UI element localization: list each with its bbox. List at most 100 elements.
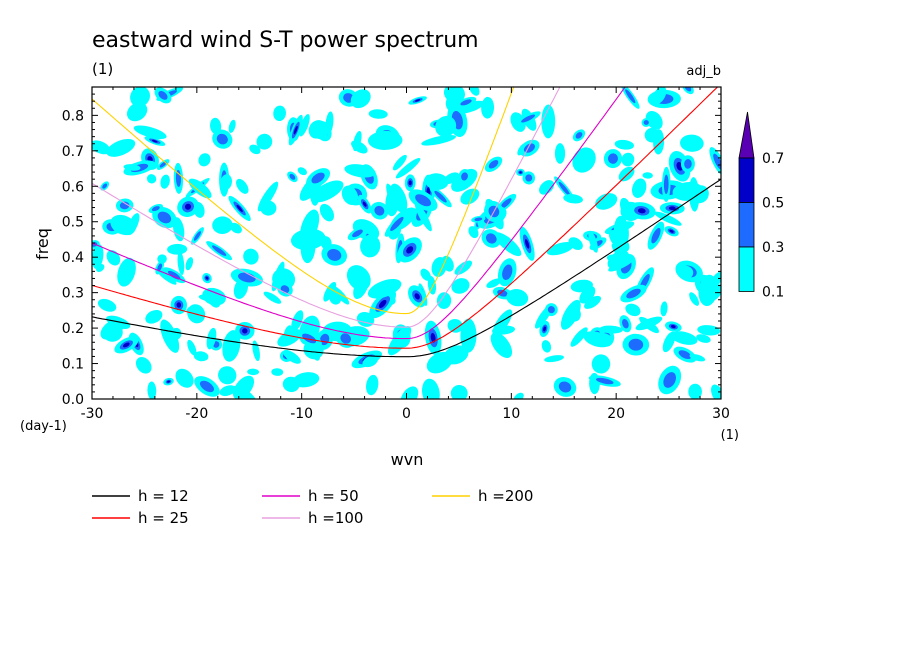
- color-bar: 0.7 0.5 0.3 0.1: [738, 111, 784, 301]
- contour-region: [415, 194, 432, 207]
- contour-region: [102, 183, 108, 189]
- contour-region: [684, 87, 692, 92]
- contour-region: [558, 381, 572, 393]
- contour-region: [513, 392, 524, 399]
- contour-region: [415, 99, 421, 102]
- series-line: [92, 87, 719, 349]
- y-tick-label: 0.2: [62, 321, 84, 337]
- contour-region: [492, 325, 516, 335]
- contour-region: [119, 201, 130, 210]
- contour-region: [689, 292, 700, 306]
- contour-region: [688, 383, 702, 399]
- contour-region: [185, 257, 194, 271]
- contour-region: [584, 295, 602, 309]
- dispersion-curves: [92, 87, 721, 358]
- contour-region: [299, 114, 310, 137]
- contour-region: [414, 293, 420, 300]
- contour-region: [389, 183, 408, 213]
- series-line: [92, 87, 515, 315]
- contour-region: [506, 289, 529, 307]
- contour-region: [157, 254, 167, 264]
- contour-region: [663, 372, 676, 388]
- contour-region: [350, 89, 371, 109]
- y-tick-label: 0.6: [62, 179, 84, 195]
- contour-region: [331, 285, 350, 305]
- contour-region: [110, 214, 136, 236]
- contour-region: [367, 130, 403, 150]
- contour-region: [599, 325, 623, 334]
- contour-region: [696, 334, 711, 343]
- contour-region: [668, 206, 676, 211]
- contour-region: [500, 198, 512, 209]
- contour-region: [660, 301, 668, 317]
- contour-region: [595, 193, 618, 210]
- contour-region: [525, 174, 533, 182]
- contour-region: [435, 115, 457, 137]
- colorbar-extend-arrow: [738, 111, 755, 159]
- contour-region: [151, 139, 158, 143]
- contour-region: [374, 205, 385, 216]
- x-unit-label: (1): [721, 428, 739, 443]
- contour-region: [126, 102, 148, 122]
- contour-region: [157, 211, 172, 224]
- contour-region: [360, 234, 381, 258]
- contour-region: [680, 134, 704, 152]
- contour-region: [344, 164, 376, 178]
- contour-region: [460, 99, 472, 106]
- contour-region: [663, 174, 669, 195]
- contour-region: [205, 276, 209, 280]
- contour-region: [219, 385, 236, 397]
- contour-region: [678, 350, 692, 360]
- contour-region: [653, 129, 665, 155]
- chart-title: eastward wind S-T power spectrum: [92, 28, 479, 53]
- contour-region: [212, 245, 227, 256]
- y-tick-label: 0.4: [62, 250, 84, 266]
- contour-region: [311, 180, 344, 203]
- contour-region: [430, 333, 436, 343]
- colorbar-label: 0.1: [762, 285, 784, 301]
- x-tick-labels: -30 -20 -10 0 10 20 30: [81, 406, 730, 422]
- contour-region: [575, 132, 583, 139]
- contour-region: [688, 177, 700, 212]
- contour-region: [186, 306, 196, 314]
- contour-region: [122, 342, 130, 348]
- contour-region: [570, 279, 593, 293]
- contour-region: [146, 174, 157, 184]
- y-axis-label: freq: [33, 228, 52, 260]
- contour-region: [625, 89, 636, 104]
- contour-region: [443, 87, 466, 104]
- contour-region: [568, 237, 583, 250]
- contour-region: [135, 357, 152, 374]
- contour-region: [151, 206, 160, 212]
- contour-region: [145, 309, 163, 324]
- contour-region: [103, 324, 123, 342]
- contour-region: [642, 172, 653, 179]
- contour-region: [628, 338, 644, 351]
- contour-region: [458, 100, 484, 114]
- contour-region: [711, 384, 721, 399]
- contour-region: [323, 281, 337, 302]
- series-line: [92, 87, 561, 328]
- contour-region: [689, 353, 706, 362]
- contour-region: [283, 350, 301, 364]
- contour-region: [546, 242, 574, 256]
- contour-region: [671, 325, 676, 329]
- contour-region: [677, 265, 694, 280]
- y-tick-label: 0.3: [62, 286, 84, 302]
- contour-region: [308, 120, 327, 139]
- contour-region: [460, 188, 480, 205]
- contour-region: [133, 125, 167, 140]
- contour-region: [367, 278, 402, 299]
- x-axis-label: wvn: [391, 450, 424, 469]
- contour-region: [325, 111, 334, 135]
- x-tick-label: -20: [185, 406, 208, 422]
- contour-region: [474, 217, 483, 222]
- contour-region: [175, 368, 194, 388]
- contour-region: [346, 265, 371, 291]
- y-tick-label: 0.0: [62, 392, 84, 408]
- chart-subtitle: (1): [92, 60, 113, 78]
- contour-region: [631, 178, 647, 198]
- contour-region: [302, 333, 317, 344]
- contour-region: [362, 355, 378, 368]
- x-tick-label: 20: [607, 406, 625, 422]
